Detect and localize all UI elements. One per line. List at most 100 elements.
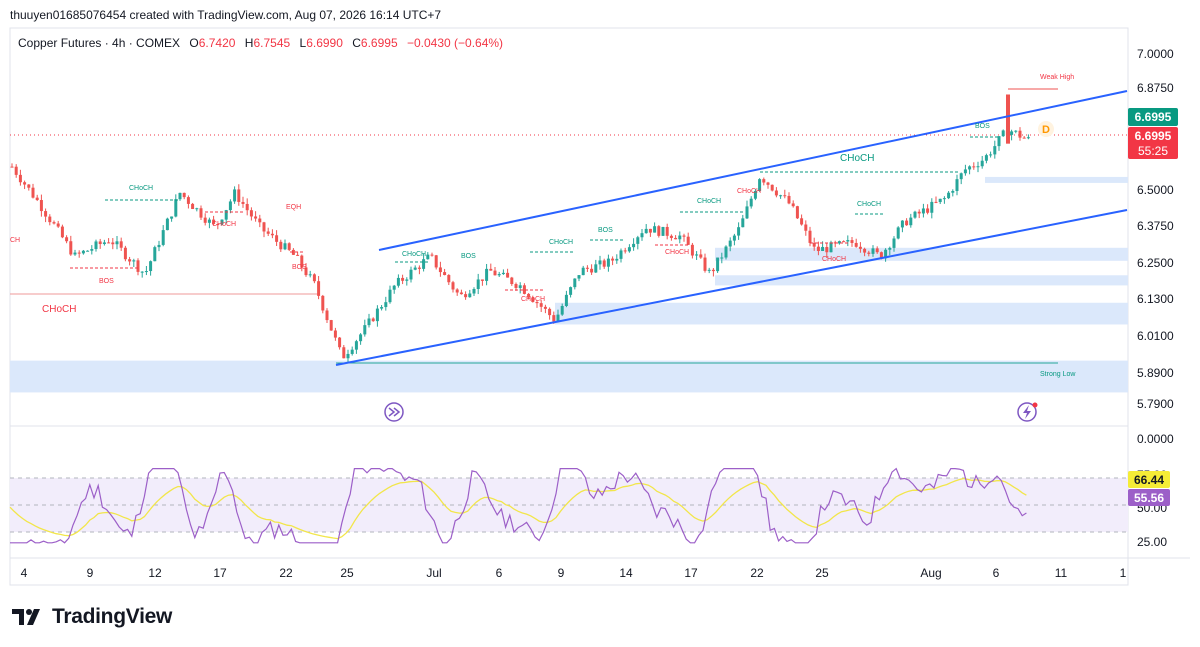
last-price-red-text: 6.6995 <box>1135 129 1172 143</box>
candle-body <box>153 247 157 262</box>
time-axis[interactable]: 4 9 12 17 22 25 Jul 6 9 14 17 22 25 Aug 6 11 1 <box>21 566 1127 580</box>
candle-body <box>23 182 27 185</box>
candle-body <box>963 169 967 174</box>
candle-body <box>636 237 640 244</box>
candle-body <box>207 219 211 223</box>
candle-body <box>203 217 207 223</box>
smc-label-weak-high: Weak High <box>1040 74 1074 81</box>
candle-body <box>384 302 388 308</box>
candle-body <box>858 246 862 249</box>
annotations-layer: CHoCH CHoCH EQH BOS BOS CHoCH BOS CHoCH BOS CHoCH… <box>10 74 1076 378</box>
candle-body <box>212 219 216 224</box>
candle-body <box>930 201 934 213</box>
smc-label-choch-left_cut: CH <box>10 237 20 244</box>
candle-body <box>317 281 321 296</box>
rsi-value: 55.56 <box>1134 491 1164 505</box>
candle-body <box>699 254 703 258</box>
candle-body <box>27 184 31 188</box>
candle-body <box>552 315 556 322</box>
time-tick-label: 25 <box>815 566 829 580</box>
candle-body <box>56 223 60 227</box>
candle-body <box>732 235 736 241</box>
candle-body <box>447 275 451 283</box>
candle-body <box>594 264 598 273</box>
candle-body <box>774 190 778 196</box>
candle-body <box>375 308 379 322</box>
time-tick-label: 1 <box>1120 566 1127 580</box>
svg-text:D: D <box>1042 124 1050 136</box>
candle-body <box>892 238 896 248</box>
time-tick-label: 22 <box>279 566 293 580</box>
channel-lower-line[interactable] <box>335 209 1128 366</box>
candle-body <box>514 284 518 288</box>
candle-body <box>300 255 304 268</box>
high-label: H <box>244 36 254 50</box>
time-tick-label: 17 <box>684 566 698 580</box>
time-tick-label: 11 <box>1055 566 1068 580</box>
candle-body <box>1014 130 1018 132</box>
smc-label-strong-low: Strong Low <box>1040 371 1076 378</box>
candle-body <box>409 269 413 280</box>
candle-body <box>795 206 799 219</box>
time-tick-label: 4 <box>21 566 28 580</box>
candle-body <box>266 231 270 234</box>
candle-body <box>287 243 291 250</box>
candle-body <box>489 268 493 271</box>
candle-body <box>980 160 984 167</box>
candle-body <box>182 192 186 198</box>
candle-body <box>249 210 253 217</box>
candle-body <box>258 218 262 223</box>
smc-label-choch: CHoCH <box>549 239 573 246</box>
price-tick-label: 5.8900 <box>1137 366 1174 380</box>
candle-body <box>917 211 921 214</box>
candle-body <box>539 303 543 307</box>
candle-body <box>241 201 245 204</box>
candle-body <box>1006 94 1010 144</box>
candle-body <box>720 257 724 259</box>
candle-body <box>577 275 581 279</box>
last-price-tag-green <box>1128 108 1178 126</box>
candle-body <box>619 250 623 259</box>
symbol-name[interactable]: Copper Futures · 4h · COMEX <box>18 36 181 50</box>
dividend-marker[interactable]: D <box>1038 121 1054 137</box>
channel-upper-line[interactable] <box>378 90 1128 251</box>
candle-body <box>951 190 955 193</box>
candle-body <box>472 288 476 294</box>
candle-body <box>98 241 102 245</box>
candle-body <box>102 242 106 245</box>
candle-body <box>770 184 774 191</box>
tradingview-logo[interactable]: TradingView <box>12 605 172 629</box>
candle-body <box>800 218 804 225</box>
time-tick-label: 22 <box>750 566 764 580</box>
candle-body <box>627 247 631 252</box>
candle-body <box>401 277 405 281</box>
candle-body <box>682 235 686 237</box>
candle-body <box>396 277 400 286</box>
smc-label-choch-major: CHoCH <box>840 153 874 164</box>
candle-body <box>850 240 854 243</box>
candle-body <box>741 218 745 228</box>
candle-body <box>703 257 707 271</box>
smc-label-bos: BOS <box>99 278 114 285</box>
candle-body <box>476 279 480 289</box>
candle-body <box>615 258 619 261</box>
event-marker-left[interactable] <box>384 402 404 422</box>
candle-body <box>90 249 94 251</box>
candle-body <box>606 258 610 267</box>
candle-body <box>947 192 951 199</box>
time-tick-label: 6 <box>496 566 503 580</box>
tradingview-logo-icon <box>12 609 40 625</box>
rsi-value-tag <box>1128 489 1170 506</box>
flash-icon[interactable] <box>1017 402 1038 422</box>
candle-body <box>195 208 199 210</box>
candle-body <box>270 233 274 236</box>
price-axis[interactable]: 7.00006.87506.62506.50006.37506.25006.13… <box>1137 47 1174 446</box>
candle-body <box>10 166 14 168</box>
candle-body <box>531 297 535 303</box>
candle-body <box>279 241 283 250</box>
zone-rect <box>985 176 1128 183</box>
smc-label-choch: CHoCH <box>697 198 721 205</box>
candle-body <box>535 302 539 304</box>
tradingview-brand-name: TradingView <box>52 605 173 628</box>
